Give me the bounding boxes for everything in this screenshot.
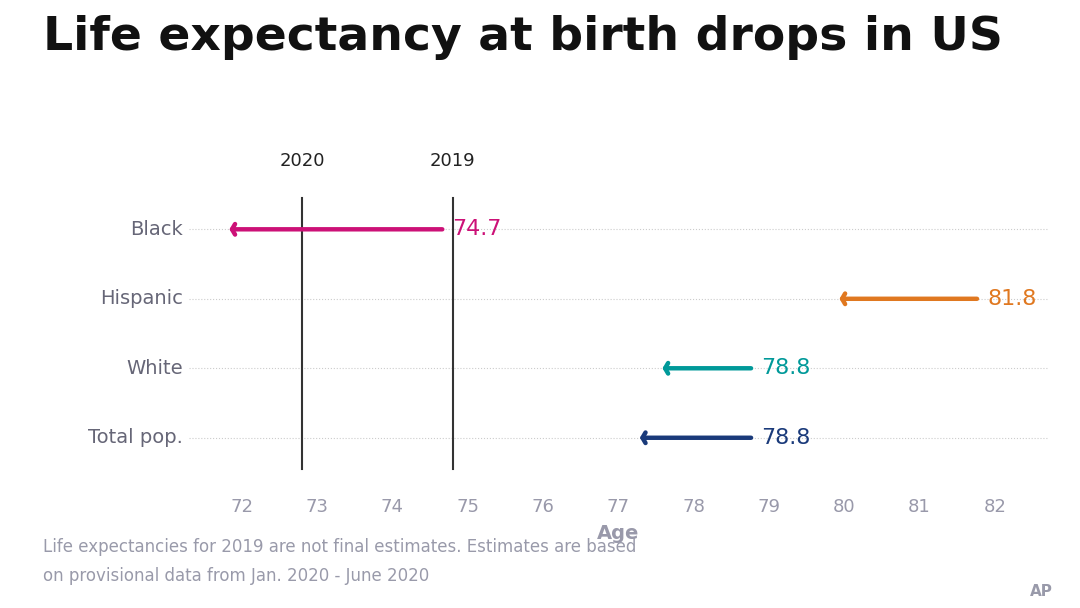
Text: 81.8: 81.8 <box>987 289 1037 309</box>
Text: Life expectancy at birth drops in US: Life expectancy at birth drops in US <box>43 15 1003 60</box>
Text: Life expectancies for 2019 are not final estimates. Estimates are based: Life expectancies for 2019 are not final… <box>43 538 636 556</box>
Text: 78.8: 78.8 <box>761 428 811 447</box>
Text: 78.8: 78.8 <box>761 358 811 378</box>
Text: on provisional data from Jan. 2020 - June 2020: on provisional data from Jan. 2020 - Jun… <box>43 567 430 585</box>
Text: 2020: 2020 <box>280 152 325 170</box>
Text: 74.7: 74.7 <box>453 219 502 240</box>
Text: Total pop.: Total pop. <box>89 428 183 447</box>
X-axis label: Age: Age <box>597 524 639 543</box>
Text: White: White <box>126 359 183 378</box>
Text: Black: Black <box>131 220 183 239</box>
Text: Hispanic: Hispanic <box>100 289 183 308</box>
Text: 2019: 2019 <box>430 152 475 170</box>
Text: AP: AP <box>1030 584 1053 599</box>
